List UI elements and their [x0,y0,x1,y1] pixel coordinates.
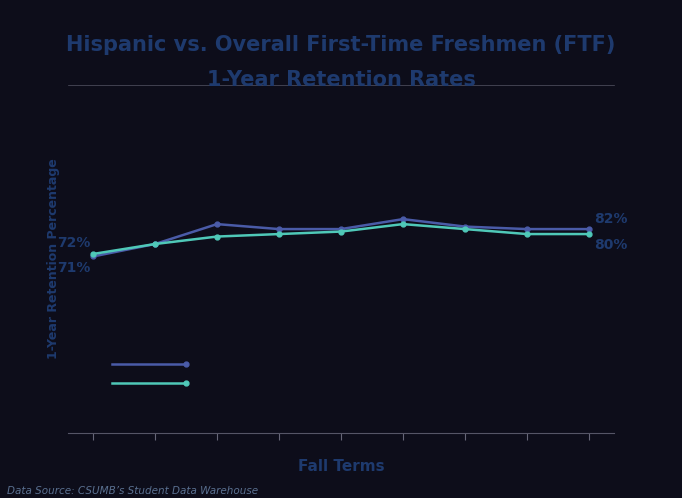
Text: 72%: 72% [57,236,90,250]
Text: 1-Year Retention Rates: 1-Year Retention Rates [207,70,475,90]
Text: 80%: 80% [595,238,628,252]
Text: 82%: 82% [595,212,628,226]
Text: 71%: 71% [57,260,90,274]
X-axis label: Fall Terms: Fall Terms [297,459,385,474]
Text: Hispanic vs. Overall First-Time Freshmen (FTF): Hispanic vs. Overall First-Time Freshmen… [66,35,616,55]
Text: Data Source: CSUMB’s Student Data Warehouse: Data Source: CSUMB’s Student Data Wareho… [7,486,258,496]
Y-axis label: 1-Year Retention Percentage: 1-Year Retention Percentage [47,158,60,360]
